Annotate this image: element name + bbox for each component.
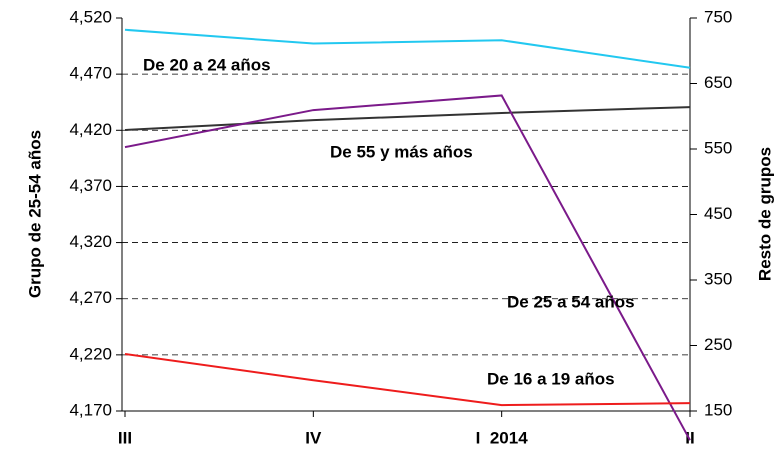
y-axis-title: Grupo de 25-54 años: [25, 130, 44, 298]
y2-axis-title: Resto de grupos: [755, 147, 774, 281]
series-label: De 20 a 24 años: [143, 55, 271, 74]
x-tick-label: I 2014: [476, 428, 529, 447]
y2-tick-label: 450: [704, 204, 732, 223]
y2-tick-label: 750: [704, 7, 732, 26]
series-label: De 16 a 19 años: [487, 369, 615, 388]
y2-tick-label: 150: [704, 400, 732, 419]
y-tick-label: 4,270: [69, 288, 112, 307]
x-tick-label: IV: [305, 428, 322, 447]
series-label: De 55 y más años: [330, 142, 473, 161]
series-line: [124, 28, 691, 69]
y-tick-label: 4,420: [69, 120, 112, 139]
y-tick-label: 4,520: [69, 7, 112, 26]
y-tick-label: 4,370: [69, 176, 112, 195]
y-tick-label: 4,320: [69, 232, 112, 251]
y2-tick-label: 350: [704, 269, 732, 288]
x-tick-label: II: [685, 428, 694, 447]
series-label: De 25 a 54 años: [507, 292, 635, 311]
x-tick-label: III: [118, 428, 132, 447]
series-line: [124, 106, 691, 132]
y-tick-label: 4,170: [69, 400, 112, 419]
y-tick-label: 4,470: [69, 64, 112, 83]
y-tick-label: 4,220: [69, 344, 112, 363]
y2-tick-label: 650: [704, 73, 732, 92]
series-line: [124, 353, 691, 407]
y2-tick-label: 250: [704, 335, 732, 354]
series-line: [124, 94, 691, 441]
y2-tick-label: 550: [704, 138, 732, 157]
